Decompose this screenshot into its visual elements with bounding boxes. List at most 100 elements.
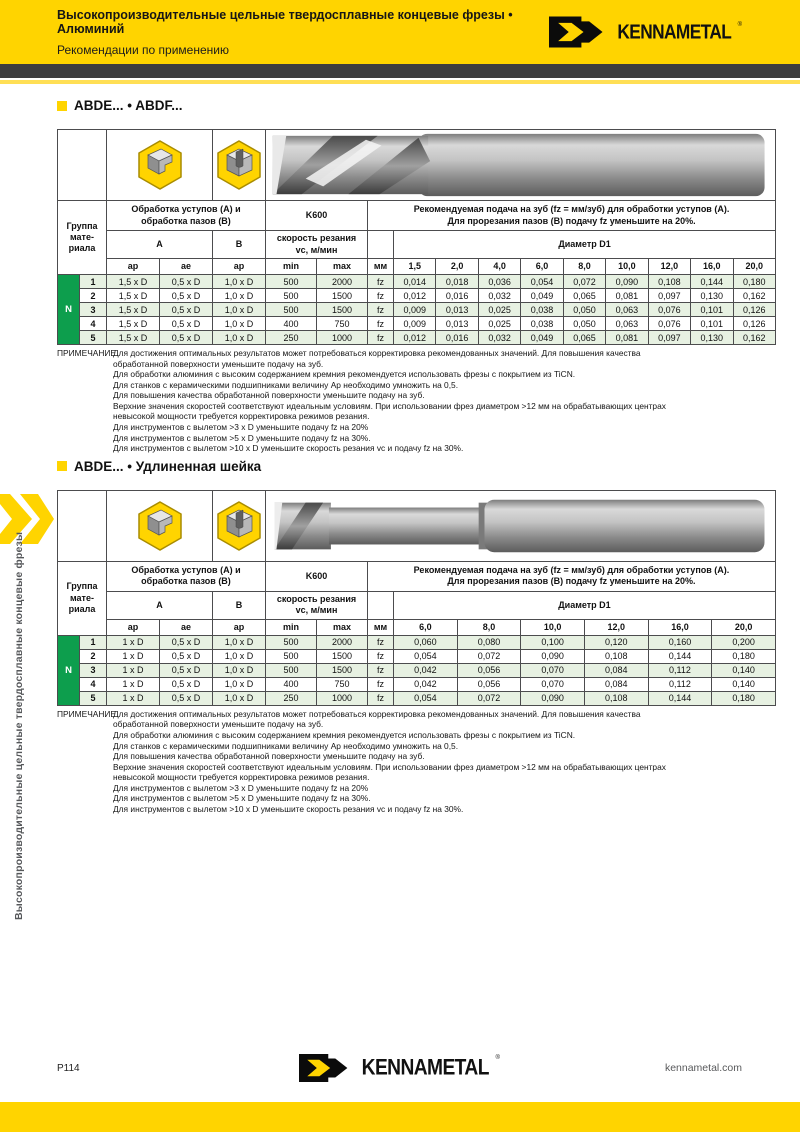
ae-value-cell: 0,5 x D — [159, 316, 213, 331]
cutting-data-table: Группа мате- риала Обработка уступов (A)… — [57, 129, 777, 345]
feed-value-cell: 0,063 — [605, 316, 649, 331]
feed-value-cell: 0,042 — [393, 662, 458, 678]
material-group-header: Группа мате- риала — [57, 200, 107, 275]
feed-value-cell: 0,200 — [711, 634, 776, 650]
ap-b-value-cell: 1,0 x D — [212, 330, 266, 345]
vc-min-value-cell: 500 — [265, 648, 317, 664]
vc-max-value-cell: 1500 — [316, 302, 368, 317]
feed-value-cell: 0,042 — [393, 676, 458, 692]
shoulder-milling-icon — [106, 129, 213, 201]
diameter-value-header: 6,0 — [393, 618, 458, 636]
feed-value-cell: 0,097 — [647, 288, 692, 303]
table-row-icons — [57, 129, 777, 201]
feed-value-cell: 0,056 — [456, 676, 522, 692]
min-subheader: min — [265, 618, 317, 636]
diameter-value-header: 6,0 — [520, 258, 564, 275]
ap-a-value-cell: 1 x D — [106, 634, 160, 650]
table-row: 4 1,5 x D 0,5 x D 1,0 x D 400 750 fz 0,009 0,013… — [58, 316, 777, 331]
material-subgroup-cell: 4 — [79, 676, 107, 692]
feed-value-cell: 0,120 — [583, 634, 649, 650]
feed-value-cell: 0,038 — [520, 316, 564, 331]
feed-value-cell: 0,076 — [647, 302, 692, 317]
feed-unit-cell: fz — [367, 288, 394, 303]
table-row-header: Группа мате- риала Обработка уступов (A)… — [57, 560, 776, 636]
ap-a-value-cell: 1,5 x D — [106, 288, 160, 303]
ap-b-value-cell: 1,0 x D — [212, 676, 266, 692]
note-line: Верхние значения скоростей соответствуют… — [113, 400, 666, 411]
empty-header-cell — [367, 590, 394, 620]
ap-subheader: ap — [106, 618, 160, 636]
diameter-value-header: 4,0 — [477, 258, 522, 275]
corner-cell — [57, 129, 107, 201]
feed-value-cell: 0,050 — [562, 316, 607, 331]
feed-value-cell: 0,070 — [520, 676, 585, 692]
feed-value-cell: 0,054 — [393, 690, 458, 706]
table-row: 3 1,5 x D 0,5 x D 1,0 x D 500 1500 fz 0,009 0,01… — [58, 302, 777, 317]
ap-subheader: ap — [212, 618, 266, 636]
diameter-value-header: 12,0 — [647, 258, 692, 275]
feed-unit-cell: fz — [367, 662, 394, 678]
feed-value-cell: 0,080 — [456, 634, 522, 650]
feed-value-cell: 0,009 — [392, 302, 437, 317]
page-header: Высокопроизводительные цельные твердоспл… — [0, 0, 800, 64]
note-line: Для станков с керамическими подшипниками… — [113, 379, 459, 390]
feed-value-cell: 0,013 — [435, 302, 479, 317]
divider-bar — [0, 64, 800, 78]
ap-a-value-cell: 1,5 x D — [106, 302, 160, 317]
feed-unit-cell: fz — [367, 302, 394, 317]
cutting-speed-header: скорость резания vc, м/мин — [265, 590, 368, 620]
note-line: невысокой мощности требуется корректиров… — [113, 411, 370, 422]
vc-max-value-cell: 750 — [316, 316, 368, 331]
max-subheader: max — [316, 618, 368, 636]
feed-value-cell: 0,144 — [647, 690, 713, 706]
ap-b-value-cell: 1,0 x D — [212, 288, 266, 303]
ae-value-cell: 0,5 x D — [159, 676, 213, 692]
table-row: N 1 1,5 x D 0,5 x D 1,0 x D 500 2000 fz 0,014 0,0… — [57, 274, 777, 345]
feed-value-cell: 0,100 — [520, 634, 585, 650]
diameter-value-header: 10,0 — [605, 258, 649, 275]
feed-value-cell: 0,013 — [435, 316, 479, 331]
section-title-text: ABDE... • ABDF... — [74, 98, 183, 113]
feed-unit-cell: fz — [367, 330, 394, 345]
feed-value-cell: 0,012 — [392, 330, 437, 345]
feed-value-cell: 0,081 — [605, 330, 649, 345]
feed-value-cell: 0,054 — [520, 274, 564, 289]
vc-max-value-cell: 1500 — [316, 662, 368, 678]
feed-value-cell: 0,144 — [647, 648, 713, 664]
kennametal-logo-icon — [299, 1054, 348, 1082]
material-subgroup-cell: 4 — [79, 316, 107, 331]
feed-value-cell: 0,025 — [477, 302, 522, 317]
notes-block: ПРИМЕЧАНИЕ. Для достижения оптимальных р… — [57, 348, 775, 454]
note-line: Для инструментов с вылетом >5 x D уменьш… — [113, 793, 371, 804]
cutting-speed-header: скорость резания vc, м/мин — [265, 230, 368, 259]
feed-value-cell: 0,025 — [477, 316, 522, 331]
diameter-header: Диаметр D1 — [393, 590, 776, 620]
vc-min-value-cell: 500 — [265, 288, 317, 303]
feed-value-cell: 0,130 — [690, 288, 734, 303]
feed-value-cell: 0,032 — [477, 288, 522, 303]
feed-value-cell: 0,101 — [690, 316, 734, 331]
ap-a-value-cell: 1 x D — [106, 690, 160, 706]
machining-type-header: Обработка уступов (A) и обработка пазов … — [106, 200, 266, 231]
material-subgroup-cell: 1 — [79, 634, 107, 650]
feed-value-cell: 0,160 — [647, 634, 713, 650]
ap-b-value-cell: 1,0 x D — [212, 634, 266, 650]
diameter-header: Диаметр D1 — [392, 230, 777, 259]
ap-b-value-cell: 1,0 x D — [212, 316, 266, 331]
feed-note-header: Рекомендуемая подача на зуб (fz = мм/зуб… — [366, 200, 777, 231]
grade-header: K600 — [265, 560, 368, 592]
table-row-header: A B скорость резания vc, м/мин Диаметр D… — [58, 590, 776, 620]
slot-milling-icon — [212, 489, 266, 562]
table-row-subheader: ap ae ap min max мм 1,5 2,0 4,0 6,0 8,0 10,0 1… — [58, 258, 777, 275]
feed-value-cell: 0,009 — [392, 316, 437, 331]
note-line: обработанной поверхности уменьшите подач… — [113, 719, 324, 730]
sidebar-vertical-label: Высокопроизводительные цельные твердоспл… — [13, 531, 25, 920]
material-group-header: Группа мате- риала — [57, 560, 107, 636]
note-line: Верхние значения скоростей соответствуют… — [113, 761, 666, 772]
vc-min-value-cell: 400 — [265, 676, 317, 692]
grade-header: K600 — [265, 200, 368, 231]
ae-value-cell: 0,5 x D — [159, 648, 213, 664]
diameter-value-header: 10,0 — [520, 618, 585, 636]
